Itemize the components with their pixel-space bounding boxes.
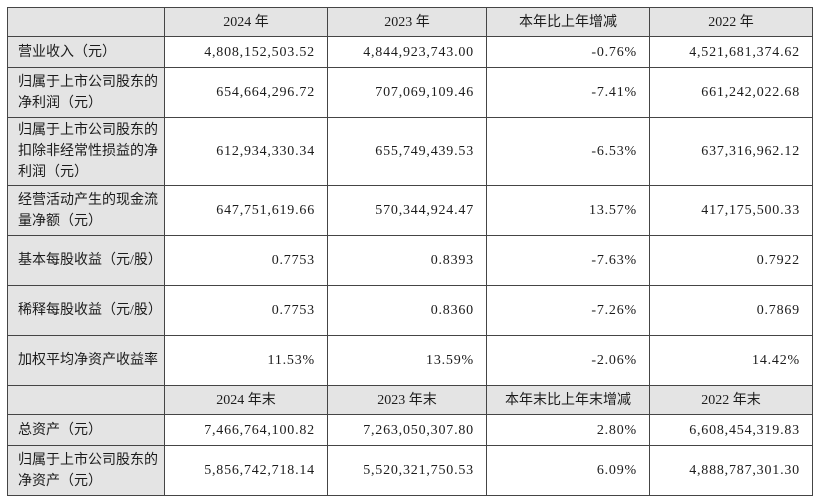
value-2022: 661,242,022.68: [649, 67, 813, 118]
value-2024-end: 5,856,742,718.14: [164, 445, 328, 496]
table-row-weighted-avg-roe: 加权平均净资产收益率 11.53% 13.59% -2.06% 14.42%: [7, 335, 813, 386]
col-header-2024-end: 2024 年末: [164, 385, 328, 415]
row-label: 总资产（元）: [7, 414, 165, 446]
value-2024: 612,934,330.34: [164, 117, 328, 186]
value-2024: 647,751,619.66: [164, 185, 328, 236]
value-2024: 4,808,152,503.52: [164, 36, 328, 68]
col-header-yoy-change: 本年比上年增减: [486, 7, 650, 37]
value-yoy-change: -7.63%: [486, 235, 650, 286]
value-yoy-change: -7.26%: [486, 285, 650, 336]
value-yoy-change: -7.41%: [486, 67, 650, 118]
row-label: 归属于上市公司股东的净利润（元）: [7, 67, 165, 118]
row-label: 基本每股收益（元/股）: [7, 235, 165, 286]
col-header-end-change: 本年末比上年末增减: [486, 385, 650, 415]
value-2023-end: 5,520,321,750.53: [327, 445, 487, 496]
financial-summary-table: 2024 年 2023 年 本年比上年增减 2022 年 营业收入（元） 4,8…: [7, 7, 813, 496]
value-2022: 0.7922: [649, 235, 813, 286]
row-label: 稀释每股收益（元/股）: [7, 285, 165, 336]
col-header-2022-end: 2022 年末: [649, 385, 813, 415]
value-2022: 0.7869: [649, 285, 813, 336]
value-2022-end: 4,888,787,301.30: [649, 445, 813, 496]
corner-cell: [7, 7, 165, 37]
row-label: 归属于上市公司股东的净资产（元）: [7, 445, 165, 496]
value-2023: 0.8360: [327, 285, 487, 336]
row-label: 加权平均净资产收益率: [7, 335, 165, 386]
value-end-change: 2.80%: [486, 414, 650, 446]
row-label: 归属于上市公司股东的扣除非经常性损益的净利润（元）: [7, 117, 165, 186]
value-end-change: 6.09%: [486, 445, 650, 496]
table-row-net-profit: 归属于上市公司股东的净利润（元） 654,664,296.72 707,069,…: [7, 67, 813, 118]
value-2022: 4,521,681,374.62: [649, 36, 813, 68]
value-2023-end: 7,263,050,307.80: [327, 414, 487, 446]
value-2022: 14.42%: [649, 335, 813, 386]
table-row-basic-eps: 基本每股收益（元/股） 0.7753 0.8393 -7.63% 0.7922: [7, 235, 813, 286]
value-2024: 0.7753: [164, 235, 328, 286]
period-end-header-row: 2024 年末 2023 年末 本年末比上年末增减 2022 年末: [7, 385, 813, 415]
corner-cell: [7, 385, 165, 415]
value-yoy-change: -0.76%: [486, 36, 650, 68]
col-header-2023-end: 2023 年末: [327, 385, 487, 415]
value-2023: 4,844,923,743.00: [327, 36, 487, 68]
value-yoy-change: -2.06%: [486, 335, 650, 386]
value-2023: 707,069,109.46: [327, 67, 487, 118]
value-2023: 570,344,924.47: [327, 185, 487, 236]
row-label: 营业收入（元）: [7, 36, 165, 68]
table-row-revenue: 营业收入（元） 4,808,152,503.52 4,844,923,743.0…: [7, 36, 813, 68]
value-yoy-change: -6.53%: [486, 117, 650, 186]
value-2023: 0.8393: [327, 235, 487, 286]
value-2022: 417,175,500.33: [649, 185, 813, 236]
table-row-total-assets: 总资产（元） 7,466,764,100.82 7,263,050,307.80…: [7, 414, 813, 446]
table-row-diluted-eps: 稀释每股收益（元/股） 0.7753 0.8360 -7.26% 0.7869: [7, 285, 813, 336]
value-2024: 11.53%: [164, 335, 328, 386]
value-2024: 654,664,296.72: [164, 67, 328, 118]
col-header-2022: 2022 年: [649, 7, 813, 37]
value-2023: 655,749,439.53: [327, 117, 487, 186]
value-2024-end: 7,466,764,100.82: [164, 414, 328, 446]
table-row-net-assets: 归属于上市公司股东的净资产（元） 5,856,742,718.14 5,520,…: [7, 445, 813, 496]
col-header-2024: 2024 年: [164, 7, 328, 37]
value-2022: 637,316,962.12: [649, 117, 813, 186]
table-row-net-profit-excl-nonrecurring: 归属于上市公司股东的扣除非经常性损益的净利润（元） 612,934,330.34…: [7, 117, 813, 186]
value-yoy-change: 13.57%: [486, 185, 650, 236]
col-header-2023: 2023 年: [327, 7, 487, 37]
value-2022-end: 6,608,454,319.83: [649, 414, 813, 446]
row-label: 经营活动产生的现金流量净额（元）: [7, 185, 165, 236]
table-row-operating-cash-flow: 经营活动产生的现金流量净额（元） 647,751,619.66 570,344,…: [7, 185, 813, 236]
annual-header-row: 2024 年 2023 年 本年比上年增减 2022 年: [7, 7, 813, 37]
value-2024: 0.7753: [164, 285, 328, 336]
value-2023: 13.59%: [327, 335, 487, 386]
